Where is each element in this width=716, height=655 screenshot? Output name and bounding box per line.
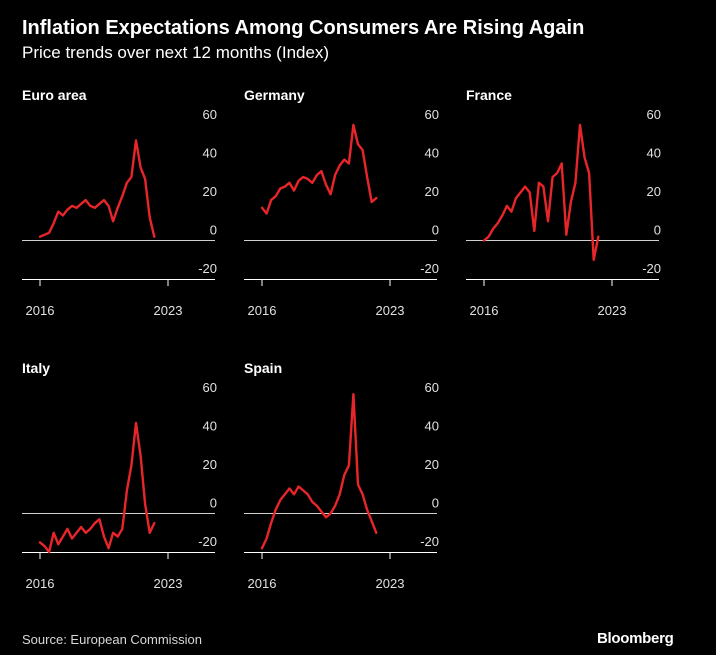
y-tick-label: 60 [425, 107, 439, 122]
x-tick-label: 2023 [154, 303, 183, 318]
series-line [38, 421, 156, 554]
y-tick-label: 40 [425, 146, 439, 161]
x-tick-label: 2016 [470, 303, 499, 318]
series-line [260, 393, 378, 550]
panel-france: France 60 40 20 0 -20 2016 2023 [466, 87, 666, 327]
y-tick-label: -20 [198, 261, 217, 276]
bloomberg-logo: Bloomberg [597, 630, 674, 647]
panel-title: France [466, 87, 512, 103]
y-tick-label: 60 [203, 107, 217, 122]
panel-title: Italy [22, 360, 51, 376]
y-tick-label: 20 [203, 184, 217, 199]
x-tick-label: 2016 [26, 303, 55, 318]
x-tick-label: 2023 [376, 576, 405, 591]
y-tick-label: -20 [198, 534, 217, 549]
y-tick-label: -20 [420, 534, 439, 549]
source-note: Source: European Commission [22, 632, 202, 647]
series-line [38, 139, 156, 238]
panel-plot: 60 40 20 0 -20 2016 2023 [244, 107, 439, 318]
x-tick-label: 2016 [26, 576, 55, 591]
y-tick-label: 60 [425, 380, 439, 395]
chart-subtitle: Price trends over next 12 months (Index) [22, 43, 330, 62]
panel-italy: Italy 60 40 20 0 -20 2016 2023 [22, 360, 222, 600]
y-tick-label: 40 [203, 146, 217, 161]
y-tick-label: 0 [654, 223, 661, 238]
x-tick-label: 2023 [376, 303, 405, 318]
x-tick-label: 2023 [154, 576, 183, 591]
panel-title: Spain [244, 360, 283, 376]
panel-plot: 60 40 20 0 -20 2016 2023 [22, 107, 217, 318]
y-tick-label: 60 [647, 107, 661, 122]
y-tick-label: 0 [210, 496, 217, 511]
series-line [482, 123, 600, 262]
y-tick-label: 40 [647, 146, 661, 161]
y-tick-label: 60 [203, 380, 217, 395]
panel-euro-area: Euro area 60 40 20 0 -20 2016 2023 [22, 87, 222, 327]
y-tick-label: 20 [647, 184, 661, 199]
panel-title: Euro area [22, 87, 87, 103]
y-tick-label: 0 [210, 223, 217, 238]
x-tick-label: 2016 [248, 576, 277, 591]
panel-plot: 60 40 20 0 -20 2016 2023 [22, 380, 217, 591]
panel-germany: Germany 60 40 20 0 -20 2016 2023 [244, 87, 444, 327]
y-tick-label: -20 [642, 261, 661, 276]
y-tick-label: 20 [203, 457, 217, 472]
y-tick-label: 0 [432, 496, 439, 511]
y-tick-label: 20 [425, 457, 439, 472]
chart-title: Inflation Expectations Among Consumers A… [22, 17, 585, 39]
panel-plot: 60 40 20 0 -20 2016 2023 [466, 107, 661, 318]
panel-title: Germany [244, 87, 305, 103]
y-tick-label: -20 [420, 261, 439, 276]
y-tick-label: 0 [432, 223, 439, 238]
y-tick-label: 40 [203, 419, 217, 434]
x-tick-label: 2016 [248, 303, 277, 318]
panel-plot: 60 40 20 0 -20 2016 2023 [244, 380, 439, 591]
y-tick-label: 40 [425, 419, 439, 434]
panel-spain: Spain 60 40 20 0 -20 2016 2023 [244, 360, 444, 600]
x-tick-label: 2023 [598, 303, 627, 318]
y-tick-label: 20 [425, 184, 439, 199]
series-line [260, 123, 378, 215]
